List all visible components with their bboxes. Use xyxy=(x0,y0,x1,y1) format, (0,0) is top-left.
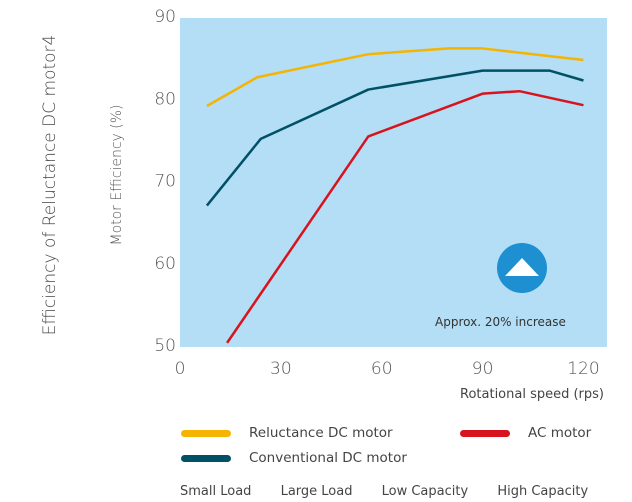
load-labels: Small Load Large Load Low Capacity High … xyxy=(180,484,588,499)
load-label: Small Load xyxy=(180,484,252,499)
y-tick-label: 80 xyxy=(154,89,176,109)
legend-label: Reluctance DC motor xyxy=(249,425,393,441)
y-tick-label: 90 xyxy=(154,7,176,27)
series-line-2 xyxy=(226,89,584,344)
legend-swatch xyxy=(181,454,231,462)
x-axis-label: Rotational speed (rps) xyxy=(460,387,604,402)
load-label: Large Load xyxy=(280,484,353,499)
load-label: Low Capacity xyxy=(381,484,469,499)
series-line-1 xyxy=(205,69,584,207)
y-tick-label: 70 xyxy=(154,172,176,192)
legend-label: Conventional DC motor xyxy=(249,450,407,466)
y-tick-label: 60 xyxy=(154,254,176,274)
efficiency-line-chart: 50 60 70 80 90 0 30 60 90 120 xyxy=(154,7,607,379)
x-tick-label: 120 xyxy=(567,359,599,379)
load-label: High Capacity xyxy=(497,484,589,499)
legend-swatch xyxy=(460,429,510,437)
series-line-0 xyxy=(206,47,584,108)
x-tick-label: 90 xyxy=(472,359,494,379)
up-arrow-icon xyxy=(497,243,547,293)
legend-item-reluctance: Reluctance DC motor xyxy=(181,425,393,441)
x-tick-label: 30 xyxy=(270,359,292,379)
legend-label: AC motor xyxy=(528,425,592,441)
x-tick-label: 0 xyxy=(175,359,186,379)
legend-item-conventional: Conventional DC motor xyxy=(181,450,407,466)
increase-annotation: Approx. 20% increase xyxy=(435,315,566,329)
legend-swatch xyxy=(181,429,231,437)
x-tick-label: 60 xyxy=(371,359,393,379)
plot-area xyxy=(180,18,607,347)
legend-item-ac: AC motor xyxy=(460,425,591,441)
y-tick-label: 50 xyxy=(154,336,176,356)
